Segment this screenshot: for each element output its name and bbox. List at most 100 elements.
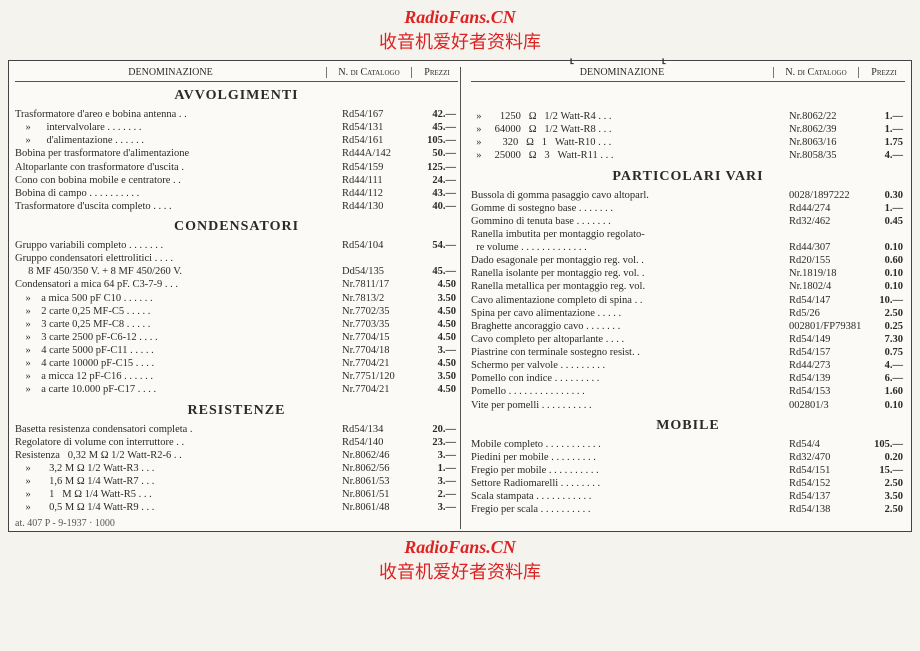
cell-denominazione: Spina per cavo alimentazione . . . . . <box>471 307 785 320</box>
table-row: » 1,6 M Ω 1/4 Watt-R7 . . .Nr.8061/533.— <box>15 475 458 488</box>
table-row: Condensatori a mica 64 pF. C3-7-9 . . .N… <box>15 278 458 291</box>
cell-prezzo: 45.— <box>414 121 458 134</box>
cell-catalogo: Rd54/147 <box>785 294 861 307</box>
cell-catalogo: Dd54/135 <box>338 265 414 278</box>
table-row: Cono con bobina mobile e centratore . .R… <box>15 174 458 187</box>
cell-catalogo <box>338 252 414 265</box>
cell-catalogo: Nr.7703/35 <box>338 318 414 331</box>
cell-prezzo: 0.75 <box>861 346 905 359</box>
hdr-prezzi: Prezzi <box>412 67 458 78</box>
column-headers: DENOMINAZIONE N. di Catalogo Prezzi <box>15 67 458 82</box>
cell-prezzo: 0.20 <box>861 451 905 464</box>
cell-catalogo: Nr.8061/53 <box>338 475 414 488</box>
cell-prezzo: 1.— <box>861 123 905 136</box>
table-row: Piastrine con terminale sostegno resist.… <box>471 346 905 359</box>
cell-denominazione: Cono con bobina mobile e centratore . . <box>15 174 338 187</box>
cell-denominazione: Bobina di campo . . . . . . . . . . <box>15 187 338 200</box>
tick-mark: ⸤ <box>569 47 575 67</box>
cell-catalogo: 002801/FP79381 <box>785 320 861 333</box>
table-row: Fregio per mobile . . . . . . . . . .Rd5… <box>471 464 905 477</box>
cell-prezzo: 20.— <box>414 423 458 436</box>
table-row: re volume . . . . . . . . . . . . .Rd44/… <box>471 241 905 254</box>
cell-denominazione: » 4 carte 5000 pF-C11 . . . . . <box>15 344 338 357</box>
table-row: Cavo completo per altoparlante . . . .Rd… <box>471 333 905 346</box>
cell-denominazione: Altoparlante con trasformatore d'uscita … <box>15 161 338 174</box>
cell-prezzo: 2.— <box>414 488 458 501</box>
cell-denominazione: » a mica 500 pF C10 . . . . . . <box>15 292 338 305</box>
left-column: DENOMINAZIONE N. di Catalogo Prezzi AVVO… <box>15 67 460 529</box>
cell-denominazione: » 1,6 M Ω 1/4 Watt-R7 . . . <box>15 475 338 488</box>
table-row: Gommino di tenuta base . . . . . . .Rd32… <box>471 215 905 228</box>
cell-prezzo: 3.— <box>414 344 458 357</box>
cell-prezzo: 0.10 <box>861 241 905 254</box>
cell-catalogo: 002801/3 <box>785 399 861 412</box>
cell-denominazione: » intervalvolare . . . . . . . <box>15 121 338 134</box>
cell-denominazione: Cavo alimentazione completo di spina . . <box>471 294 785 307</box>
cell-denominazione: » 3 carte 2500 pF-C6-12 . . . . <box>15 331 338 344</box>
cell-denominazione: Resistenza 0,32 M Ω 1/2 Watt-R2-6 . . <box>15 449 338 462</box>
table-row: Pomello con indice . . . . . . . . .Rd54… <box>471 372 905 385</box>
cell-catalogo: Rd32/470 <box>785 451 861 464</box>
cell-denominazione: » 1 M Ω 1/4 Watt-R5 . . . <box>15 488 338 501</box>
cell-catalogo: Rd54/151 <box>785 464 861 477</box>
cell-prezzo: 45.— <box>414 265 458 278</box>
section-title: PARTICOLARI VARI <box>471 169 905 185</box>
cell-prezzo: 0.30 <box>861 189 905 202</box>
table-row: Settore Radiomarelli . . . . . . . .Rd54… <box>471 477 905 490</box>
cell-prezzo <box>414 252 458 265</box>
table-row: » d'alimentazione . . . . . .Rd54/161105… <box>15 134 458 147</box>
cell-prezzo: 24.— <box>414 174 458 187</box>
table-row: Vite per pomelli . . . . . . . . . .0028… <box>471 399 905 412</box>
cell-denominazione: Cavo completo per altoparlante . . . . <box>471 333 785 346</box>
cell-catalogo: Rd54/131 <box>338 121 414 134</box>
table-row: Ranella isolante per montaggio reg. vol.… <box>471 267 905 280</box>
cell-denominazione: Gruppo condensatori elettrolitici . . . … <box>15 252 338 265</box>
table-row: Fregio per scala . . . . . . . . . .Rd54… <box>471 503 905 516</box>
cell-catalogo: Rd54/167 <box>338 108 414 121</box>
cell-catalogo: Nr.7813/2 <box>338 292 414 305</box>
watermark-main: RadioFans.CN <box>8 538 912 556</box>
cell-catalogo: Nr.7704/21 <box>338 357 414 370</box>
cell-catalogo: Rd54/161 <box>338 134 414 147</box>
cell-denominazione: Basetta resistenza condensatori completa… <box>15 423 338 436</box>
cell-catalogo: Rd54/149 <box>785 333 861 346</box>
cell-denominazione: Gomme di sostegno base . . . . . . . <box>471 202 785 215</box>
cell-denominazione: Scala stampata . . . . . . . . . . . <box>471 490 785 503</box>
cell-prezzo: 3.50 <box>414 370 458 383</box>
cell-denominazione: Fregio per mobile . . . . . . . . . . <box>471 464 785 477</box>
cell-denominazione: Gruppo variabili completo . . . . . . . <box>15 239 338 252</box>
cell-denominazione: Trasformatore d'uscita completo . . . . <box>15 200 338 213</box>
table-row: » a carte 10.000 pF-C17 . . . .Nr.7704/2… <box>15 383 458 396</box>
cell-catalogo: Nr.7811/17 <box>338 278 414 291</box>
cell-prezzo: 1.— <box>861 110 905 123</box>
tick-mark: ⸤ <box>661 47 667 67</box>
cell-prezzo: 4.— <box>861 359 905 372</box>
cell-catalogo: Rd44/130 <box>338 200 414 213</box>
cell-catalogo: Rd54/137 <box>785 490 861 503</box>
table-row: » a micca 12 pF-C16 . . . . . .Nr.7751/1… <box>15 370 458 383</box>
table-row: Gruppo condensatori elettrolitici . . . … <box>15 252 458 265</box>
cell-prezzo: 3.— <box>414 475 458 488</box>
table-row: » 4 carte 10000 pF-C15 . . . .Nr.7704/21… <box>15 357 458 370</box>
table-row: Basetta resistenza condensatori completa… <box>15 423 458 436</box>
cell-catalogo: Rd54/153 <box>785 385 861 398</box>
cell-prezzo: 50.— <box>414 147 458 160</box>
section-title: AVVOLGIMENTI <box>15 88 458 104</box>
hdr-denominazione: DENOMINAZIONE <box>471 67 773 78</box>
cell-catalogo: Nr.7704/18 <box>338 344 414 357</box>
cell-catalogo: Rd54/140 <box>338 436 414 449</box>
cell-catalogo: Nr.8062/39 <box>785 123 861 136</box>
cell-denominazione: Settore Radiomarelli . . . . . . . . <box>471 477 785 490</box>
cell-catalogo: Nr.7704/21 <box>338 383 414 396</box>
cell-denominazione: re volume . . . . . . . . . . . . . <box>471 241 785 254</box>
cell-catalogo: Rd32/462 <box>785 215 861 228</box>
cell-denominazione: » a carte 10.000 pF-C17 . . . . <box>15 383 338 396</box>
table-row: » 3,2 M Ω 1/2 Watt-R3 . . .Nr.8062/561.— <box>15 462 458 475</box>
cell-catalogo: 0028/1897222 <box>785 189 861 202</box>
cell-prezzo: 3.— <box>414 501 458 514</box>
table-row: » 3 carte 0,25 MF-C8 . . . . .Nr.7703/35… <box>15 318 458 331</box>
table-row: » 1250 Ω 1/2 Watt-R4 . . .Nr.8062/221.— <box>471 110 905 123</box>
hdr-catalogo: N. di Catalogo <box>326 67 412 78</box>
cell-catalogo: Nr.8063/16 <box>785 136 861 149</box>
cell-prezzo: 4.50 <box>414 383 458 396</box>
